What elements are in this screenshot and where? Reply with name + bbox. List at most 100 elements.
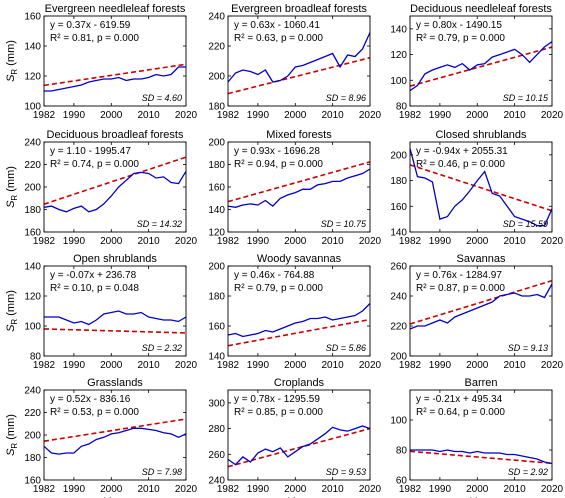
equation-label: y = 0.76x - 1284.97 [416,270,502,281]
x-tick-label: 2000 [100,110,123,121]
x-tick-label: 1990 [247,484,270,495]
x-tick-label: 1982 [33,360,56,371]
x-tick-label: 1982 [399,236,422,247]
equation-label: y = -0.07x + 236.78 [50,270,137,281]
y-axis-label-main: S [5,200,17,208]
x-tick-label: 1990 [63,360,86,371]
x-tick-label: 1982 [33,236,56,247]
axes-frame [227,265,371,357]
sd-label: SD = 9.53 [326,467,366,477]
sd-label: SD = 8.96 [326,93,366,103]
series-line [43,170,187,213]
panel-title: Savannas [457,253,506,265]
panel-8: Woody savannas 140 160 180 200 1982 1990 2000 20… [208,253,381,371]
y-tick-label: 60 [396,476,408,487]
panel-4: Deciduous broadleaf forests 160 180 200 220 2… [5,129,198,247]
r2-label: R² = 0.87, p = 0.000 [416,283,505,294]
y-tick-label: 160 [24,476,41,487]
y-axis-label-unit: (mm) [5,290,17,319]
trend-line [43,156,187,205]
y-tick-label: 240 [208,476,225,487]
x-tick-label: 1990 [429,110,452,121]
x-tick-label: 2020 [175,110,198,121]
panel-title: Woody savannas [257,253,342,265]
r2-label: R² = 0.64, p = 0.000 [416,407,505,418]
sd-label: SD = 2.92 [508,467,548,477]
y-tick-label: 140 [24,42,41,53]
y-tick-label: 240 [24,386,41,397]
panel-1: Evergreen needleleaf forests 100 120 140 160… [5,3,198,121]
r2-label: R² = 0.85, p = 0.000 [234,407,323,418]
axes-frame [409,141,553,233]
trend-line [43,328,187,334]
series-line [227,303,371,338]
equation-label: y = -0.94x + 2055.31 [416,146,508,157]
y-tick-label: 200 [208,72,225,83]
equation-label: y = 1.10 - 1995.47 [50,146,131,157]
x-tick-label: 2010 [138,484,161,495]
x-tick-label: 2010 [322,484,345,495]
x-tick-label: 2000 [100,360,123,371]
panel-title: Grasslands [87,377,143,389]
y-tick-label: 140 [390,228,407,239]
trend-line [227,161,371,203]
y-tick-label: 300 [208,398,225,409]
panel-7: Open shrublands 80 100 120 140 1982 1990 2000 20… [5,253,198,371]
r2-label: R² = 0.94, p = 0.000 [234,159,323,170]
y-tick-label: 140 [208,352,225,363]
sd-label: SD = 10.75 [321,219,367,229]
r2-label: R² = 0.79, p = 0.000 [234,283,323,294]
y-tick-label: 240 [24,138,41,149]
y-tick-label: 180 [208,102,225,113]
y-tick-label: 240 [390,292,407,303]
y-tick-label: 220 [24,160,41,171]
x-tick-label: 1982 [217,236,240,247]
y-axis-label-unit: (mm) [5,166,17,195]
y-tick-label: 120 [24,72,41,83]
y-tick-label: 160 [208,183,225,194]
y-tick-label: 180 [208,160,225,171]
y-tick-label: 220 [24,408,41,419]
equation-label: y = -0.21x + 495.34 [416,394,503,405]
x-tick-label: 2020 [541,484,564,495]
x-tick-label: 2010 [322,360,345,371]
axes-frame [227,141,371,233]
y-tick-label: 160 [24,228,41,239]
x-tick-label: 2010 [138,110,161,121]
x-tick-label: 1990 [247,236,270,247]
y-tick-label: 200 [390,150,407,161]
x-tick-label: 2020 [541,360,564,371]
panel-11: Croplands 240 260 280 300 1982 1990 2000 2010 202… [208,377,381,495]
trend-line [409,279,553,325]
y-axis-label: SR (mm) [5,166,19,208]
x-tick-label: 1982 [399,360,422,371]
axes-frame [43,265,187,357]
panel-title: Deciduous needleleaf forests [410,3,552,15]
x-tick-label: 1990 [63,484,86,495]
x-tick-label: 2010 [322,110,345,121]
sd-label: SD = 9.13 [508,343,548,353]
y-tick-label: 240 [208,12,225,23]
x-tick-label: 2020 [359,236,382,247]
x-tick-label: 2020 [359,484,382,495]
axes-frame [227,15,371,107]
r2-label: R² = 0.63, p = 0.000 [234,33,323,44]
x-tick-label: 2010 [504,360,527,371]
x-tick-label: 1990 [63,110,86,121]
panel-title: Closed shrublands [435,129,527,141]
axes-frame [43,389,187,481]
x-tick-label: 2020 [359,110,382,121]
y-tick-label: 140 [24,262,41,273]
sd-label: SD = 10.15 [503,93,549,103]
y-tick-label: 120 [390,50,407,61]
x-tick-label: 2010 [322,236,345,247]
series-line [227,425,371,466]
series-line [44,310,187,326]
y-tick-label: 100 [24,102,41,113]
y-tick-label: 100 [24,322,41,333]
x-tick-label: 2010 [504,110,527,121]
r2-label: R² = 0.53, p = 0.000 [50,407,139,418]
x-tick-label: 2000 [284,110,307,121]
y-tick-label: 200 [208,138,225,149]
r2-label: R² = 0.81, p = 0.000 [50,33,139,44]
